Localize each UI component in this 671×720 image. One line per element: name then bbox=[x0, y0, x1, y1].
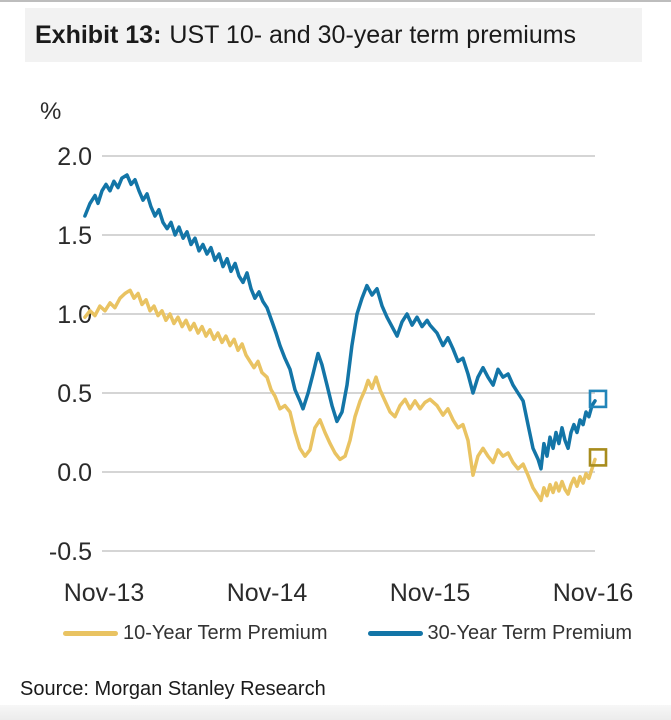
legend-item-30yr: 30-Year Term Premium bbox=[367, 622, 633, 645]
exhibit-number-label: Exhibit 13: bbox=[35, 20, 162, 49]
x-tick-label-Nov-14: Nov-14 bbox=[227, 579, 308, 607]
x-tick-label-Nov-15: Nov-15 bbox=[390, 579, 471, 607]
legend-swatch-10yr bbox=[63, 631, 118, 636]
chart-title: UST 10- and 30-year term premiums bbox=[169, 20, 577, 49]
legend-swatch-30yr bbox=[367, 631, 423, 636]
y-axis-tick-labels: 2.01.51.00.50.0-0.5 bbox=[49, 143, 92, 566]
x-tick-label-Nov-16: Nov-16 bbox=[553, 579, 634, 607]
series-line-10yr-term-premium bbox=[83, 288, 597, 503]
exhibit-header: Exhibit 13: UST 10- and 30-year term pre… bbox=[25, 8, 642, 62]
bottom-divider bbox=[0, 705, 671, 720]
gridlines bbox=[102, 155, 595, 552]
end-marker-30yr-square bbox=[588, 389, 608, 409]
x-axis-tick-labels: Nov-13 Nov-14 Nov-15 Nov-16 bbox=[64, 579, 634, 607]
x-tick-label-Nov-13: Nov-13 bbox=[64, 579, 145, 607]
y-tick-label-2.0: 2.0 bbox=[57, 143, 92, 171]
series-line-30yr-term-premium bbox=[83, 173, 597, 471]
y-axis-unit-label: % bbox=[40, 98, 62, 125]
top-divider bbox=[0, 0, 671, 2]
legend-label-30yr: 30-Year Term Premium bbox=[427, 622, 633, 644]
y-tick-label-0.0: 0.0 bbox=[57, 459, 92, 487]
legend-label-10yr: 10-Year Term Premium bbox=[123, 622, 328, 644]
chart-legend: 10-Year Term Premium 30-Year Term Premiu… bbox=[63, 622, 632, 645]
y-tick-label-1.5: 1.5 bbox=[57, 222, 92, 250]
legend-item-10yr: 10-Year Term Premium bbox=[63, 622, 328, 645]
y-tick-label-0.5: 0.5 bbox=[57, 380, 92, 408]
source-note: Source: Morgan Stanley Research bbox=[20, 678, 326, 700]
end-marker-10yr-square bbox=[588, 448, 608, 467]
y-tick-label--0.5: -0.5 bbox=[49, 538, 92, 566]
